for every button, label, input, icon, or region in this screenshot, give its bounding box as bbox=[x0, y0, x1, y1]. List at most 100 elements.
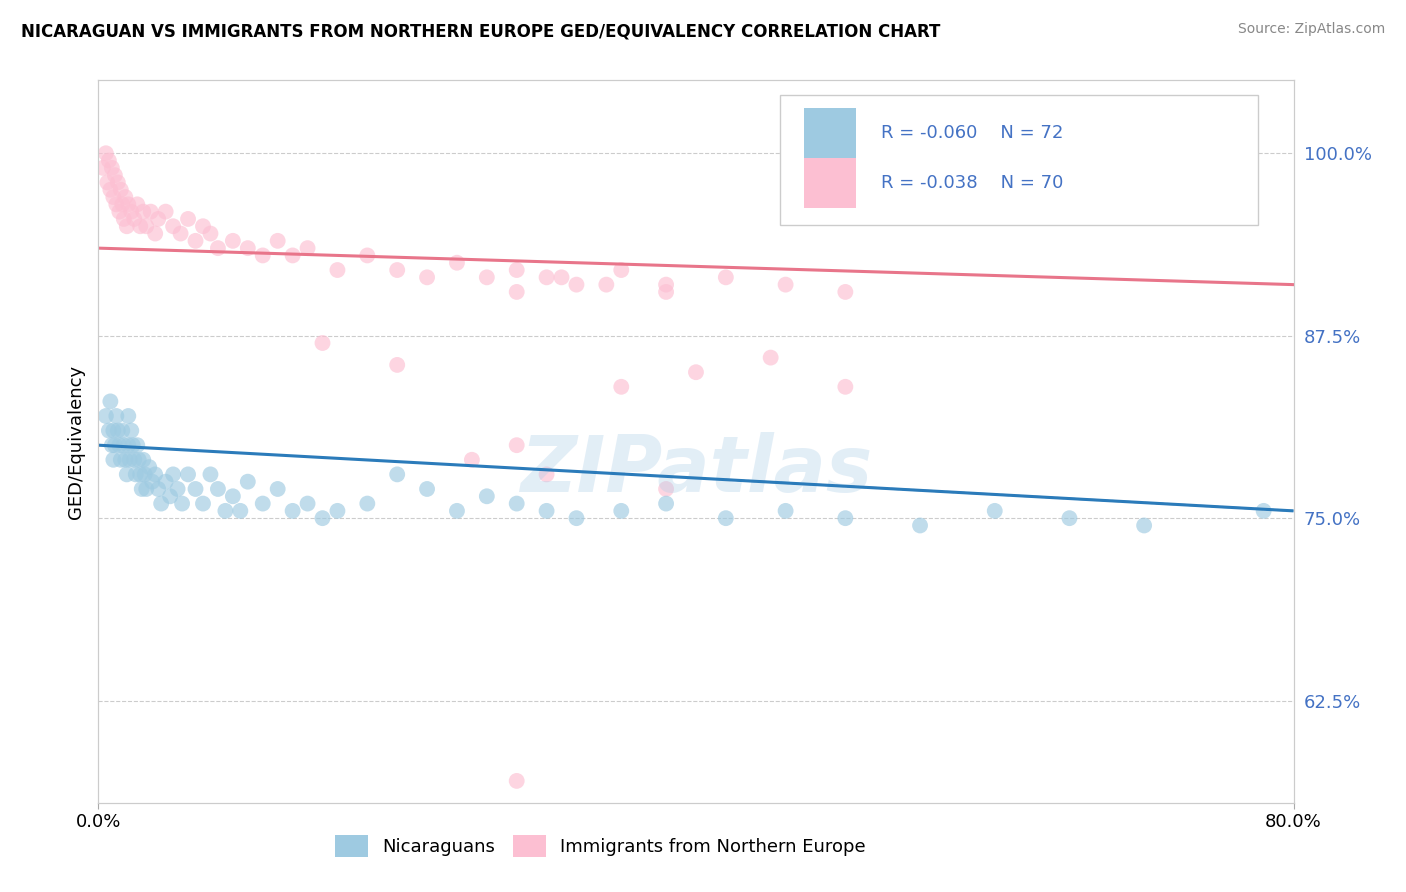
Point bbox=[98, 183, 122, 197]
Point bbox=[111, 197, 134, 211]
Point bbox=[110, 452, 132, 467]
FancyBboxPatch shape bbox=[804, 108, 856, 158]
Point bbox=[97, 424, 120, 438]
Point bbox=[252, 248, 274, 262]
Point bbox=[281, 504, 304, 518]
Point bbox=[775, 504, 797, 518]
Text: R = -0.038    N = 70: R = -0.038 N = 70 bbox=[882, 174, 1063, 192]
Point bbox=[105, 197, 128, 211]
Point bbox=[536, 504, 558, 518]
Point bbox=[124, 211, 146, 226]
Point bbox=[96, 176, 118, 190]
Point bbox=[97, 153, 120, 168]
Point bbox=[610, 504, 633, 518]
Point bbox=[115, 467, 138, 482]
Point bbox=[506, 773, 529, 788]
Point bbox=[127, 197, 149, 211]
Point bbox=[104, 438, 127, 452]
Point bbox=[162, 467, 184, 482]
Point bbox=[148, 211, 170, 226]
Point bbox=[143, 227, 166, 241]
Point bbox=[115, 219, 138, 234]
Point bbox=[229, 504, 252, 518]
Point bbox=[112, 438, 135, 452]
Point bbox=[129, 467, 152, 482]
Point bbox=[252, 497, 274, 511]
Point bbox=[267, 234, 290, 248]
Point bbox=[326, 504, 349, 518]
Point bbox=[177, 467, 200, 482]
Point bbox=[281, 248, 304, 262]
Point bbox=[506, 263, 529, 277]
Point bbox=[214, 504, 236, 518]
Point bbox=[461, 452, 484, 467]
Point bbox=[416, 270, 439, 285]
Point bbox=[267, 482, 290, 496]
Point bbox=[112, 211, 135, 226]
Point bbox=[714, 511, 737, 525]
Point bbox=[98, 394, 122, 409]
Point bbox=[108, 204, 131, 219]
Point bbox=[103, 190, 125, 204]
Point bbox=[118, 452, 141, 467]
Text: ZIPatlas: ZIPatlas bbox=[520, 433, 872, 508]
Point bbox=[94, 146, 117, 161]
Point bbox=[94, 409, 117, 423]
Point bbox=[101, 161, 124, 175]
Point bbox=[129, 219, 152, 234]
Y-axis label: GED/Equivalency: GED/Equivalency bbox=[66, 365, 84, 518]
Point bbox=[685, 365, 707, 379]
Point bbox=[117, 438, 139, 452]
Point bbox=[207, 241, 229, 255]
Point bbox=[101, 438, 124, 452]
Point bbox=[506, 497, 529, 511]
Point bbox=[120, 204, 142, 219]
Point bbox=[834, 511, 856, 525]
Point bbox=[191, 497, 214, 511]
Point bbox=[297, 497, 319, 511]
Point bbox=[91, 161, 114, 175]
Point bbox=[107, 424, 129, 438]
Point bbox=[356, 497, 378, 511]
Point bbox=[121, 438, 143, 452]
Point bbox=[550, 270, 572, 285]
Point bbox=[103, 424, 125, 438]
Point bbox=[132, 452, 155, 467]
Point bbox=[565, 511, 588, 525]
Point bbox=[135, 482, 157, 496]
Point bbox=[222, 489, 245, 503]
Point bbox=[326, 263, 349, 277]
Point bbox=[141, 475, 163, 489]
Point bbox=[1133, 518, 1156, 533]
Point bbox=[655, 497, 678, 511]
Point bbox=[104, 168, 127, 182]
Point bbox=[114, 190, 136, 204]
Point bbox=[132, 204, 155, 219]
Point bbox=[759, 351, 782, 365]
Point bbox=[131, 482, 153, 496]
Point bbox=[117, 409, 139, 423]
Point bbox=[108, 438, 131, 452]
Point bbox=[506, 438, 529, 452]
Point bbox=[128, 452, 150, 467]
Point bbox=[155, 475, 177, 489]
Point bbox=[311, 511, 333, 525]
Point bbox=[655, 482, 678, 496]
Point bbox=[200, 467, 222, 482]
Point bbox=[655, 277, 678, 292]
Point bbox=[139, 204, 162, 219]
Point bbox=[297, 241, 319, 255]
Point bbox=[127, 438, 149, 452]
Text: Source: ZipAtlas.com: Source: ZipAtlas.com bbox=[1237, 22, 1385, 37]
Point bbox=[120, 424, 142, 438]
Point bbox=[506, 285, 529, 299]
FancyBboxPatch shape bbox=[779, 95, 1258, 225]
Point bbox=[172, 497, 194, 511]
Point bbox=[1253, 504, 1275, 518]
Point bbox=[191, 219, 214, 234]
Point bbox=[184, 234, 207, 248]
Point bbox=[166, 482, 188, 496]
Text: R = -0.060    N = 72: R = -0.060 N = 72 bbox=[882, 124, 1063, 142]
Text: NICARAGUAN VS IMMIGRANTS FROM NORTHERN EUROPE GED/EQUIVALENCY CORRELATION CHART: NICARAGUAN VS IMMIGRANTS FROM NORTHERN E… bbox=[21, 22, 941, 40]
Point bbox=[159, 489, 181, 503]
